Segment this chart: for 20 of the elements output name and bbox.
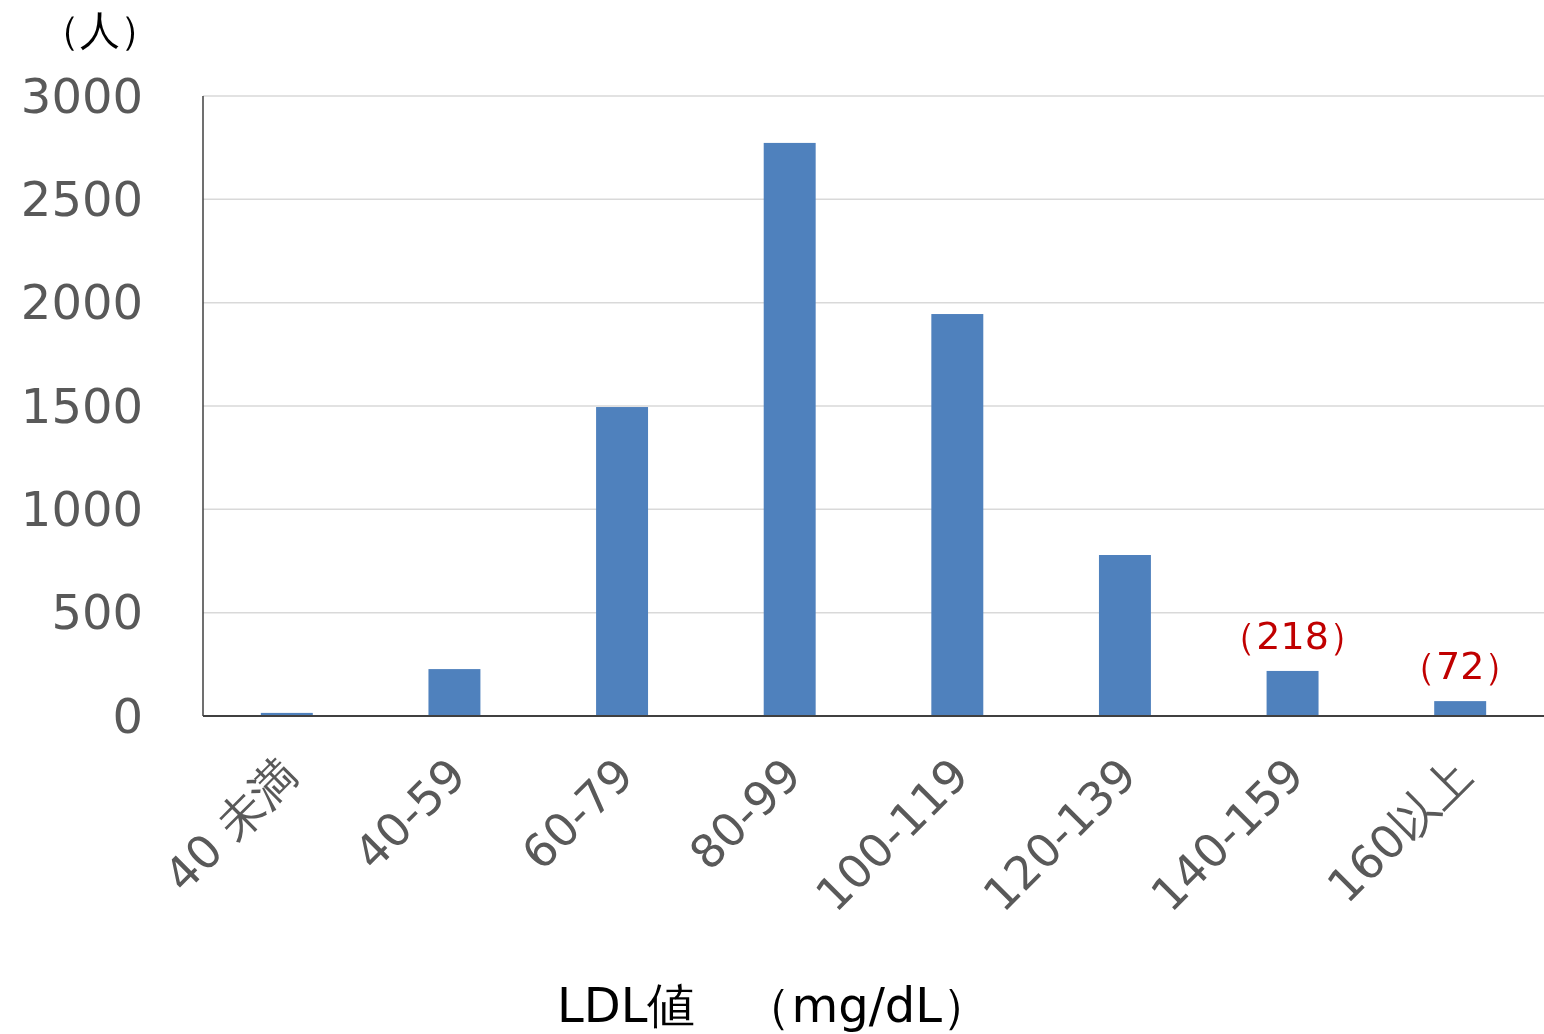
bar: [428, 669, 481, 716]
bar: [1098, 555, 1151, 716]
y-tick-label: 2000: [20, 274, 143, 331]
bar: [596, 407, 649, 716]
y-tick-label: 3000: [20, 67, 143, 124]
x-tick-label: 160以上: [1316, 747, 1482, 913]
bar: [763, 142, 816, 716]
y-tick-label: 0: [112, 687, 143, 744]
bar: [1266, 670, 1319, 716]
x-tick-label: 40 未満: [153, 747, 309, 903]
data-label: （218）: [1218, 613, 1367, 658]
y-tick-label: 1000: [20, 481, 143, 538]
x-axis-title: LDL値 （mg/dL）: [556, 977, 991, 1033]
bar: [931, 314, 984, 716]
data-label: （72）: [1398, 644, 1523, 689]
y-tick-label: 500: [51, 584, 143, 641]
y-tick-label: 2500: [20, 171, 143, 228]
bar: [1434, 701, 1487, 716]
y-tick-label: 1500: [20, 377, 143, 434]
y-axis-title: （人）: [40, 7, 160, 53]
